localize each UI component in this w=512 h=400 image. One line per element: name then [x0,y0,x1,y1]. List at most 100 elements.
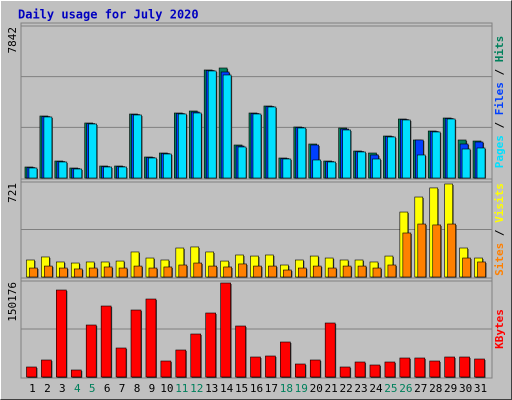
x-tick-label: 5 [89,382,96,395]
legend-entry: Files [493,82,506,115]
legend-entry: Hits [493,36,506,63]
bar [399,357,411,378]
bar [446,118,456,179]
bar [43,116,53,179]
bar [222,74,232,179]
bar [372,158,381,179]
bar [192,112,202,179]
x-tick-label: 29 [444,382,457,395]
bar [145,298,157,378]
bar [160,360,172,378]
bar [312,265,322,278]
bar [207,70,217,179]
bar [250,356,261,378]
bar [417,223,427,278]
y-tick-label: 150176 [6,282,19,322]
bar [342,129,351,179]
bar [238,263,247,278]
bar [148,267,158,278]
bar [339,366,351,378]
bar [402,119,411,179]
bar [268,265,277,278]
x-tick-label: 17 [265,382,278,395]
legend: KBytes [493,309,506,349]
x-tick-label: 8 [134,382,141,395]
bar [402,232,412,278]
x-tick-label: 28 [429,382,442,395]
x-tick-label: 19 [295,382,308,395]
x-tick-label: 18 [280,382,293,395]
bar [59,267,68,278]
x-tick-label: 27 [414,382,427,395]
bar [44,265,53,278]
bar [474,358,485,378]
x-tick-label: 10 [160,382,173,395]
x-tick-label: 11 [175,382,188,395]
bar [461,148,471,179]
x-tick-label: 23 [354,382,367,395]
bar [130,309,142,378]
bar [103,166,112,179]
bar [56,289,67,378]
x-tick-label: 16 [250,382,263,395]
bar [115,347,127,378]
x-tick-label: 9 [149,382,156,395]
bar [28,167,38,179]
bar [283,269,292,278]
bar [387,264,397,278]
bar [327,267,337,278]
bar [148,157,157,179]
bar [118,166,127,179]
legend-entry: Sites [493,243,506,276]
x-tick-label: 7 [119,382,126,395]
bar [163,266,173,278]
bar [58,161,68,179]
bar [73,268,83,278]
bar [298,267,307,278]
bar [267,106,277,179]
x-tick-label: 31 [474,382,487,395]
bar [100,305,112,378]
bar [223,266,232,278]
chart-title: Daily usage for July 2020 [18,8,199,22]
legend: Pages / Files / Hits [493,36,506,169]
bar [342,265,352,278]
x-tick-label: 14 [220,382,234,395]
bar [324,322,336,378]
bar [70,369,82,378]
x-tick-label: 4 [74,382,81,395]
bar [295,363,306,378]
bar [447,223,456,278]
x-tick-label: 1 [29,382,36,395]
bar [73,168,83,179]
x-tick-label: 22 [339,382,352,395]
x-tick-label: 15 [235,382,248,395]
x-tick-label: 25 [384,382,397,395]
bar [414,357,426,378]
bar [253,265,262,278]
bar [190,333,202,378]
bar [280,341,291,378]
y-tick-label: 721 [6,183,19,203]
bar [175,349,187,378]
bar [357,265,367,278]
x-tick-label: 24 [369,382,383,395]
bar [416,154,426,179]
x-tick-label: 6 [104,382,111,395]
bar [309,359,321,378]
x-tick-label: 13 [205,382,218,395]
legend-entry: Pages [493,135,506,168]
legend: Sites / Visits [493,183,506,276]
x-tick-label: 20 [310,382,323,395]
bar [354,361,366,378]
bar [429,360,441,378]
x-tick-label: 21 [325,382,338,395]
bar [369,364,381,378]
bar [178,113,187,179]
bar [431,131,441,179]
bar [208,265,217,278]
y-tick-label: 7842 [6,27,19,54]
bar [432,224,442,278]
bar [163,153,172,179]
